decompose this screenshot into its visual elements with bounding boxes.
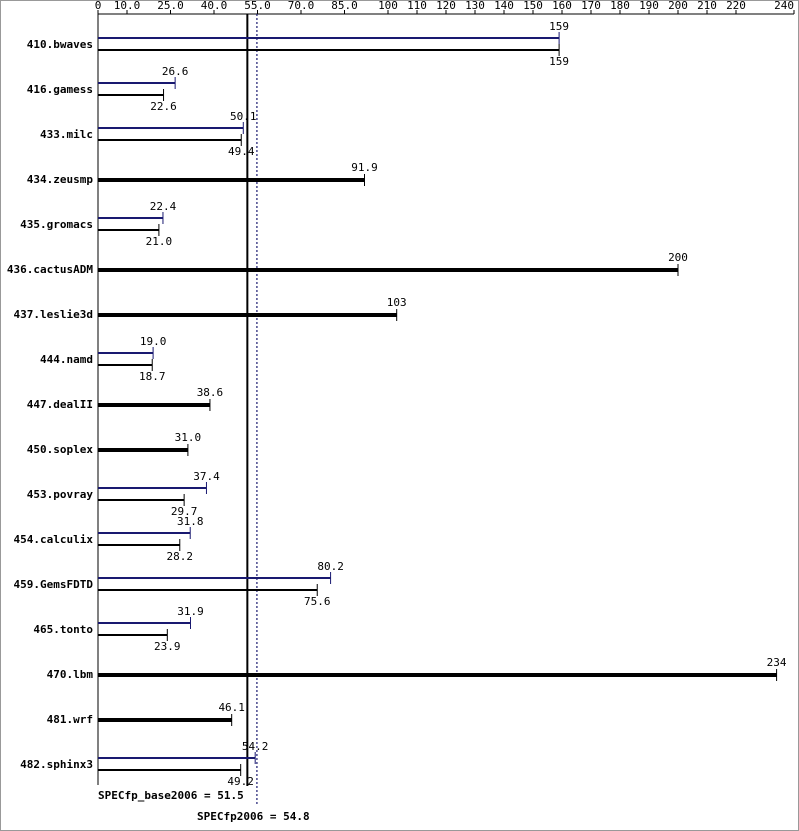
value-label: 75.6 [304,595,331,608]
x-tick-label: 40.0 [201,0,228,12]
bar [98,94,164,96]
x-tick-label: 170 [581,0,601,12]
bar [98,364,153,366]
y-tick-label: 434.zeusmp [27,173,94,186]
x-tick-label: 110 [407,0,427,12]
bar [98,577,331,579]
bar [98,487,207,489]
value-label: 31.8 [177,515,204,528]
x-tick-label: 180 [610,0,630,12]
value-label: 91.9 [351,161,378,174]
value-label: 54.2 [242,740,269,753]
value-label: 22.4 [150,200,177,213]
value-label: 50.1 [230,110,257,123]
x-tick-label: 10.0 [114,0,141,12]
bar [98,139,242,141]
y-tick-label: 482.sphinx3 [20,758,93,771]
value-label: 38.6 [197,386,224,399]
value-label: 159 [549,20,569,33]
bar [98,82,176,84]
x-tick-label: 25.0 [157,0,184,12]
bar [98,532,191,534]
value-label: 49.4 [228,145,255,158]
x-tick-label: 55.0 [244,0,271,12]
y-tick-label: 453.povray [27,488,94,501]
x-tick-label: 190 [639,0,659,12]
y-tick-label: 435.gromacs [20,218,93,231]
bar [98,229,159,231]
value-label: 23.9 [154,640,181,653]
bar [98,127,244,129]
bar [98,673,777,677]
x-tick-label: 200 [668,0,688,12]
value-label: 200 [668,251,688,264]
x-tick-label: 210 [697,0,717,12]
x-tick-label: 100 [378,0,398,12]
value-label: 31.9 [177,605,204,618]
x-tick-label: 130 [465,0,485,12]
y-tick-label: 433.milc [40,128,93,141]
bar [98,718,232,722]
value-label: 159 [549,55,569,68]
y-tick-label: 459.GemsFDTD [14,578,94,591]
value-label: 21.0 [146,235,173,248]
value-label: 19.0 [140,335,167,348]
bar [98,448,188,452]
bar [98,37,560,39]
value-label: 103 [387,296,407,309]
value-label: 234 [767,656,787,669]
y-tick-label: 450.soplex [27,443,94,456]
x-tick-label: 220 [726,0,746,12]
value-label: 26.6 [162,65,189,78]
y-tick-label: 437.leslie3d [14,308,93,321]
y-tick-label: 444.namd [40,353,93,366]
x-tick-label: 140 [494,0,514,12]
x-tick-label: 85.0 [331,0,358,12]
y-tick-label: 436.cactusADM [7,263,93,276]
x-tick-label: 120 [436,0,456,12]
bar [98,634,168,636]
bar [98,769,241,771]
x-tick-label: 70.0 [288,0,315,12]
value-label: 49.2 [227,775,254,788]
bar [98,313,397,317]
bar [98,757,256,759]
bar [98,268,678,272]
value-label: 31.0 [175,431,202,444]
y-tick-label: 416.gamess [27,83,93,96]
value-label: 37.4 [193,470,220,483]
reference-label: SPECfp_base2006 = 51.5 [98,789,244,802]
y-tick-label: 454.calculix [14,533,94,546]
bar [98,589,318,591]
bar [98,403,210,407]
reference-label: SPECfp2006 = 54.8 [197,810,310,823]
x-tick-label: 240 [774,0,794,12]
value-label: 18.7 [139,370,166,383]
x-tick-label: 0 [95,0,102,12]
y-tick-label: 465.tonto [33,623,93,636]
y-tick-label: 410.bwaves [27,38,93,51]
value-label: 46.1 [218,701,245,714]
bar [98,499,185,501]
x-tick-label: 150 [523,0,543,12]
bar [98,49,560,51]
x-tick-label: 160 [552,0,572,12]
bar [98,544,180,546]
value-label: 80.2 [317,560,344,573]
y-tick-label: 470.lbm [47,668,94,681]
y-tick-label: 447.dealII [27,398,93,411]
y-tick-label: 481.wrf [47,713,93,726]
value-label: 28.2 [167,550,194,563]
bar [98,217,163,219]
bar [98,622,191,624]
value-label: 22.6 [150,100,177,113]
bar [98,352,154,354]
value-label: 29.7 [171,505,198,518]
bar [98,178,365,182]
